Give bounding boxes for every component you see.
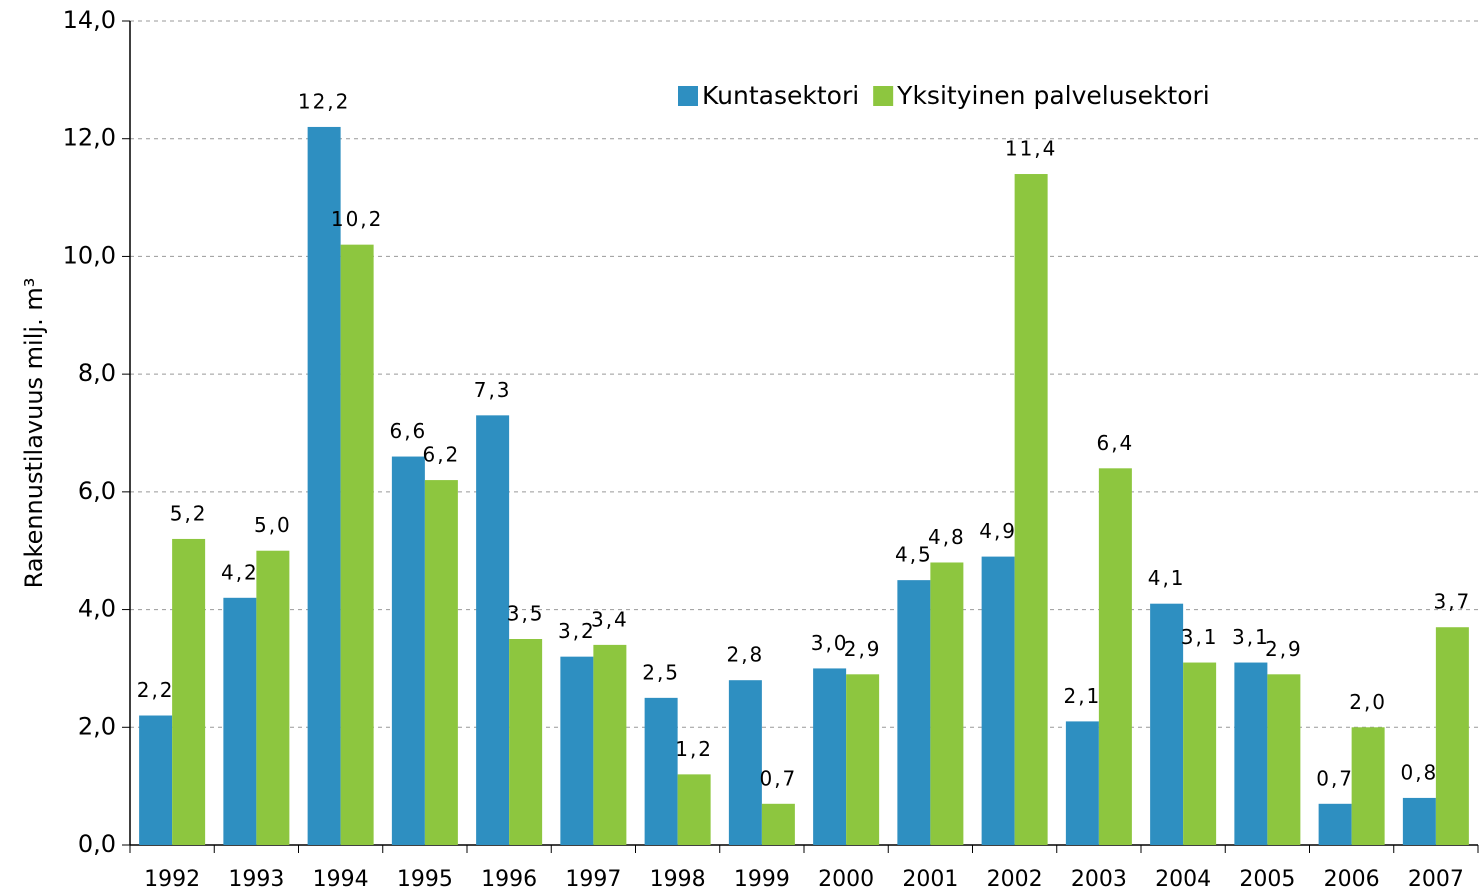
value-label: 2,9 (1265, 637, 1303, 661)
bar (256, 550, 290, 845)
value-label: 3,5 (507, 602, 545, 626)
value-label: 3,2 (558, 619, 596, 643)
y-axis-label: Rakennustilavuus milj. m³ (20, 278, 48, 589)
value-label: 0,8 (1400, 760, 1438, 784)
value-label: 11,4 (1005, 137, 1058, 161)
bar (644, 697, 678, 845)
bar (1183, 662, 1217, 845)
bar (1065, 721, 1099, 845)
bar (139, 715, 173, 845)
bar (1098, 468, 1132, 845)
value-label: 1,2 (675, 737, 713, 761)
value-label: 2,5 (642, 660, 680, 684)
x-tick-label: 2005 (1239, 867, 1295, 892)
value-label: 3,0 (811, 631, 849, 655)
x-tick-label: 2002 (987, 867, 1043, 892)
value-label: 3,4 (591, 607, 629, 631)
bar (560, 656, 594, 845)
value-label: 3,1 (1181, 625, 1219, 649)
value-label: 0,7 (1316, 766, 1354, 790)
y-tick-label: 2,0 (78, 712, 116, 740)
value-label: 4,2 (221, 560, 259, 584)
bar (930, 562, 964, 845)
value-label: 5,0 (254, 513, 292, 537)
x-tick-label: 1992 (144, 867, 200, 892)
x-tick-label: 2000 (818, 867, 874, 892)
value-label: 4,5 (895, 543, 933, 567)
bar (509, 639, 543, 845)
x-tick-label: 1994 (313, 867, 369, 892)
x-tick-label: 1998 (650, 867, 706, 892)
value-label: 4,1 (1148, 566, 1186, 590)
value-label: 12,2 (298, 89, 351, 113)
bar (846, 674, 880, 845)
value-label: 6,6 (389, 419, 427, 443)
bar (1318, 803, 1352, 845)
x-tick-label: 1999 (734, 867, 790, 892)
x-tick-label: 2006 (1324, 867, 1380, 892)
x-tick-label: 2003 (1071, 867, 1127, 892)
value-label: 4,9 (979, 519, 1017, 543)
y-tick-label: 10,0 (63, 241, 116, 269)
bar (761, 803, 795, 845)
y-tick-label: 4,0 (78, 595, 116, 623)
legend-label: Yksityinen palvelusektori (896, 81, 1210, 110)
bar (1234, 662, 1268, 845)
bar (981, 556, 1015, 845)
bar (593, 644, 627, 845)
value-label: 4,8 (928, 525, 966, 549)
bar (1150, 603, 1184, 845)
value-label: 3,1 (1232, 625, 1270, 649)
value-label: 2,8 (726, 643, 764, 667)
bar (1014, 174, 1048, 845)
value-label: 2,9 (844, 637, 882, 661)
bar (728, 680, 762, 845)
value-label: 10,2 (331, 207, 384, 231)
value-label: 5,2 (170, 501, 208, 525)
bar (476, 415, 510, 845)
x-tick-label: 1995 (397, 867, 453, 892)
value-label: 3,7 (1433, 590, 1471, 614)
bar (424, 480, 458, 845)
legend-label: Kuntasektori (702, 81, 859, 110)
bar (172, 538, 206, 845)
bar (1435, 627, 1469, 845)
bar (391, 456, 425, 845)
x-tick-label: 1997 (565, 867, 621, 892)
x-tick-label: 1993 (228, 867, 284, 892)
bar (1351, 727, 1385, 845)
x-tick-label: 2004 (1155, 867, 1211, 892)
y-tick-label: 12,0 (63, 124, 116, 152)
value-label: 2,0 (1349, 690, 1387, 714)
y-tick-label: 14,0 (63, 6, 116, 34)
bar (223, 597, 257, 845)
x-tick-label: 2007 (1408, 867, 1464, 892)
legend-swatch (873, 86, 894, 106)
bar (340, 244, 374, 845)
value-label: 0,7 (759, 766, 797, 790)
bar (1267, 674, 1301, 845)
value-label: 2,1 (1063, 684, 1101, 708)
y-tick-label: 8,0 (78, 359, 116, 387)
value-label: 6,2 (422, 443, 460, 467)
x-tick-label: 2001 (902, 867, 958, 892)
bar (677, 774, 711, 845)
bar (813, 668, 847, 845)
y-tick-label: 6,0 (78, 477, 116, 505)
bar (307, 126, 341, 845)
bar (1402, 797, 1436, 845)
legend-swatch (678, 86, 698, 106)
value-label: 7,3 (474, 378, 512, 402)
value-label: 2,2 (137, 678, 175, 702)
x-tick-label: 1996 (481, 867, 537, 892)
bar (897, 580, 931, 845)
value-label: 6,4 (1096, 431, 1134, 455)
y-tick-label: 0,0 (78, 830, 116, 858)
